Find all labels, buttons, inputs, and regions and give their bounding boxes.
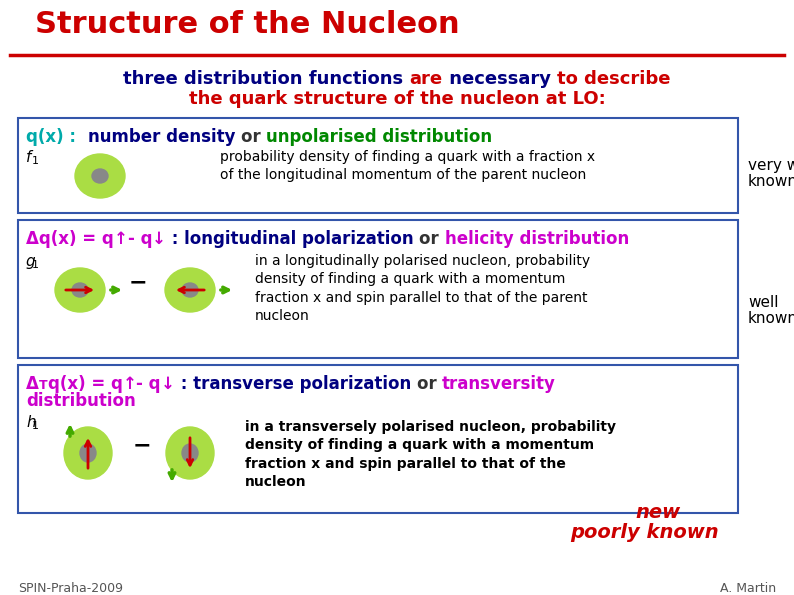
Text: very well: very well <box>748 158 794 173</box>
Text: ↓: ↓ <box>160 375 175 393</box>
Ellipse shape <box>166 427 214 479</box>
Text: distribution: distribution <box>26 392 136 410</box>
Text: h: h <box>26 415 36 430</box>
Text: probability density of finding a quark with a fraction x
of the longitudinal mom: probability density of finding a quark w… <box>220 150 596 183</box>
Text: T: T <box>39 379 48 392</box>
Text: : longitudinal polarization: : longitudinal polarization <box>166 230 419 248</box>
Text: −: − <box>129 272 148 292</box>
Text: new: new <box>635 503 680 522</box>
Text: Structure of the Nucleon: Structure of the Nucleon <box>35 10 460 39</box>
Ellipse shape <box>64 427 112 479</box>
Ellipse shape <box>55 268 105 312</box>
Text: necessary: necessary <box>443 70 557 88</box>
Bar <box>18 365 738 513</box>
Text: ↓: ↓ <box>152 230 166 248</box>
Text: three distribution functions: three distribution functions <box>123 70 410 88</box>
Text: 1: 1 <box>32 156 39 166</box>
Text: - q: - q <box>128 230 152 248</box>
Text: known: known <box>748 174 794 189</box>
Ellipse shape <box>80 444 96 462</box>
Text: known: known <box>748 311 794 326</box>
Text: q(x) = q: q(x) = q <box>48 375 122 393</box>
Text: Δq(x) = q: Δq(x) = q <box>26 230 114 248</box>
Text: to describe: to describe <box>557 70 671 88</box>
Text: or: or <box>417 375 442 393</box>
Text: well: well <box>748 295 778 310</box>
Text: number density: number density <box>87 128 241 146</box>
Text: −: − <box>133 435 152 455</box>
Text: are: are <box>410 70 443 88</box>
Ellipse shape <box>72 283 88 297</box>
Text: or: or <box>241 128 266 146</box>
Ellipse shape <box>165 268 215 312</box>
Text: - q: - q <box>137 375 160 393</box>
Text: Δ: Δ <box>26 375 39 393</box>
Bar <box>18 118 738 213</box>
Text: 1: 1 <box>32 421 39 431</box>
Text: 1: 1 <box>32 260 39 270</box>
Text: : transverse polarization: : transverse polarization <box>175 375 417 393</box>
Bar <box>18 220 738 358</box>
Ellipse shape <box>182 444 198 462</box>
Text: in a transversely polarised nucleon, probability
density of finding a quark with: in a transversely polarised nucleon, pro… <box>245 420 616 489</box>
Text: poorly known: poorly known <box>570 523 719 542</box>
Text: f: f <box>26 150 32 165</box>
Text: helicity distribution: helicity distribution <box>445 230 629 248</box>
Text: ↑: ↑ <box>114 230 128 248</box>
Text: q(x) :: q(x) : <box>26 128 87 146</box>
Text: transversity: transversity <box>442 375 556 393</box>
Ellipse shape <box>92 169 108 183</box>
Text: ↑: ↑ <box>122 375 137 393</box>
Ellipse shape <box>75 154 125 198</box>
Text: unpolarised distribution: unpolarised distribution <box>266 128 492 146</box>
Text: or: or <box>419 230 445 248</box>
Text: in a longitudinally polarised nucleon, probability
density of finding a quark wi: in a longitudinally polarised nucleon, p… <box>255 254 590 323</box>
Text: g: g <box>26 254 36 269</box>
Text: SPIN-Praha-2009: SPIN-Praha-2009 <box>18 582 123 595</box>
Text: the quark structure of the nucleon at LO:: the quark structure of the nucleon at LO… <box>189 90 605 108</box>
Text: A. Martin: A. Martin <box>720 582 776 595</box>
Ellipse shape <box>182 283 198 297</box>
